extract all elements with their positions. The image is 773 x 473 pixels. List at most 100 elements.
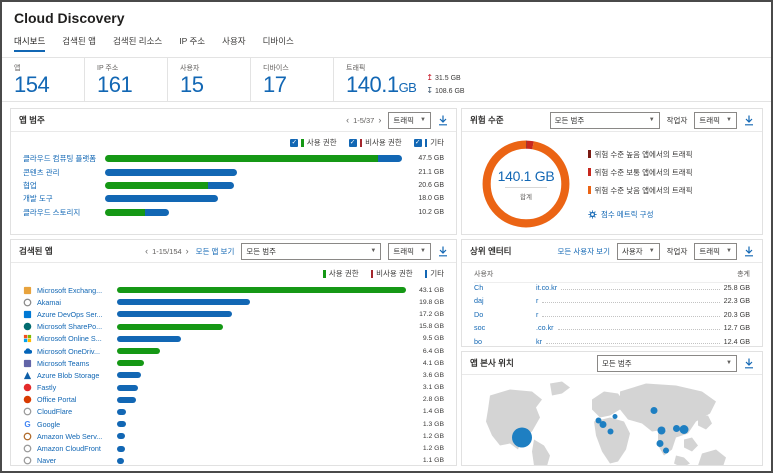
app-bar[interactable] (117, 445, 126, 452)
sort-dropdown[interactable]: 트래픽 ▼ (388, 111, 431, 129)
app-name-link[interactable]: CloudFlare (37, 407, 73, 417)
next-page-icon[interactable]: › (378, 115, 382, 125)
map-bubble-korea[interactable] (673, 425, 680, 432)
chevron-down-icon: ▼ (420, 117, 426, 123)
tab-검색된 앱[interactable]: 검색된 앱 (62, 36, 96, 46)
category-label[interactable]: 콘텐츠 관리 (23, 167, 60, 177)
app-value: 1.2 GB (422, 432, 444, 440)
app-bar[interactable] (117, 372, 142, 379)
app-bar[interactable] (117, 348, 160, 355)
app-bar[interactable] (117, 396, 136, 403)
category-label[interactable]: 개발 도구 (23, 194, 53, 204)
map-bubble-northern-europe[interactable] (612, 414, 618, 419)
user-domain-link[interactable]: r (536, 296, 539, 306)
category-bar[interactable] (105, 168, 237, 176)
user-domain-link[interactable]: r (536, 309, 539, 319)
app-name-link[interactable]: Azure DevOps Ser... (37, 309, 103, 319)
entity-type-dropdown[interactable]: 사용자 ▼ (616, 242, 660, 260)
app-name-link[interactable]: Microsoft OneDriv... (37, 346, 100, 356)
app-name-link[interactable]: Office Portal (37, 395, 77, 405)
app-name-link[interactable]: Microsoft Online S... (37, 334, 102, 344)
tab-사용자[interactable]: 사용자 (222, 36, 246, 46)
configure-score-metrics-link[interactable]: 점수 메트릭 구성 (588, 209, 693, 220)
map-bubble-russia[interactable] (650, 407, 658, 414)
app-bar[interactable] (117, 421, 126, 428)
tab-대시보드[interactable]: 대시보드 (14, 35, 46, 52)
legend-checkbox[interactable]: ✓ (290, 138, 299, 147)
view-all-users-link[interactable]: 모든 사용자 보기 (557, 246, 610, 256)
map-bubble-western-europe-2[interactable] (599, 421, 607, 428)
category-dropdown[interactable]: 모든 범주 ▼ (597, 354, 737, 372)
export-download-icon[interactable] (744, 246, 754, 257)
view-all-apps-link[interactable]: 모든 앱 보기 (195, 246, 235, 256)
tab-검색된 리소스[interactable]: 검색된 리소스 (112, 36, 163, 46)
app-name-link[interactable]: Microsoft SharePo... (37, 322, 103, 332)
app-name-link[interactable]: Microsoft Teams (37, 358, 90, 368)
app-bar[interactable] (117, 323, 223, 330)
discovered-apps-chart: Microsoft Exchang... 43.1 GB Akamai 19.8 GB… (11, 281, 456, 466)
user-domain-link[interactable]: it.co.kr (536, 283, 558, 292)
sort-dropdown[interactable]: 트래픽 ▼ (694, 111, 737, 129)
map-bubble-western-europe-3[interactable] (607, 428, 614, 435)
app-name-link[interactable]: Fastly (37, 383, 57, 393)
legend-checkbox[interactable]: ✓ (348, 138, 357, 147)
azure-blob-storage-icon (23, 371, 32, 380)
tab-디바이스[interactable]: 디바이스 (262, 36, 294, 46)
next-page-icon[interactable]: › (185, 246, 189, 256)
app-bar[interactable] (117, 287, 406, 294)
app-bar[interactable] (117, 335, 181, 342)
sort-dropdown[interactable]: 트래픽 ▼ (388, 242, 431, 260)
map-bubble-western-europe-1[interactable] (595, 417, 602, 424)
category-dropdown[interactable]: 모든 범주 ▼ (241, 242, 382, 260)
export-download-icon[interactable] (438, 246, 448, 257)
dotted-leader (546, 342, 720, 344)
app-bar[interactable] (117, 299, 250, 306)
app-bar[interactable] (117, 457, 125, 464)
category-bar[interactable] (105, 181, 234, 189)
app-name-link[interactable]: Azure Blob Storage (37, 370, 100, 380)
app-bar[interactable] (117, 311, 233, 318)
user-name-link[interactable]: Ch (474, 283, 484, 292)
map-bubble-japan[interactable] (679, 425, 689, 434)
category-dropdown[interactable]: 모든 범주 ▼ (549, 111, 660, 129)
category-label[interactable]: 클라우드 컴퓨팅 플랫폼 (23, 154, 97, 164)
app-name-link[interactable]: Amazon CloudFront (37, 444, 101, 454)
risk-donut-segment[interactable] (482, 140, 570, 228)
category-bar[interactable] (105, 208, 169, 216)
legend-checkbox[interactable]: ✓ (413, 138, 422, 147)
app-bar[interactable] (117, 408, 127, 415)
category-bar[interactable] (105, 155, 402, 163)
sort-dropdown[interactable]: 트래픽 ▼ (694, 242, 737, 260)
user-name-link[interactable]: soc (474, 323, 486, 333)
export-download-icon[interactable] (744, 115, 754, 126)
map-bubble-southeast-asia-2[interactable] (663, 447, 669, 454)
category-label[interactable]: 클라우드 스토리지 (23, 207, 81, 217)
app-bar[interactable] (117, 433, 126, 440)
app-row: Amazon Web Serv... 1.2 GB (23, 430, 444, 442)
app-bar-track (117, 311, 406, 318)
app-bar[interactable] (117, 384, 138, 391)
app-name-link[interactable]: Amazon Web Serv... (37, 431, 103, 441)
tab-IP 주소[interactable]: IP 주소 (179, 36, 206, 46)
risk-donut-chart[interactable]: 140.1 GB 합계 (478, 136, 574, 232)
bar-segment-other (105, 168, 237, 176)
map-bubble-china[interactable] (657, 426, 666, 435)
user-name-link[interactable]: daj (474, 296, 484, 306)
app-name-link[interactable]: Akamai (37, 297, 61, 307)
export-download-icon[interactable] (744, 358, 754, 369)
app-bar[interactable] (117, 360, 145, 367)
app-name-link[interactable]: Microsoft Exchang... (37, 285, 103, 295)
map-bubble-southeast-asia-1[interactable] (656, 440, 664, 447)
user-name-link[interactable]: Do (474, 309, 484, 319)
app-name-link[interactable]: Naver (37, 456, 57, 466)
user-domain-link[interactable]: .co.kr (536, 323, 554, 333)
user-domain-link[interactable]: kr (536, 336, 542, 346)
prev-page-icon[interactable]: ‹ (145, 246, 149, 256)
user-name-link[interactable]: bo (474, 336, 482, 346)
map-bubble-united-states[interactable] (512, 427, 532, 448)
category-label[interactable]: 협업 (23, 180, 37, 190)
export-download-icon[interactable] (438, 115, 448, 126)
prev-page-icon[interactable]: ‹ (346, 115, 350, 125)
category-bar[interactable] (105, 195, 218, 203)
app-name-link[interactable]: Google (37, 419, 61, 429)
